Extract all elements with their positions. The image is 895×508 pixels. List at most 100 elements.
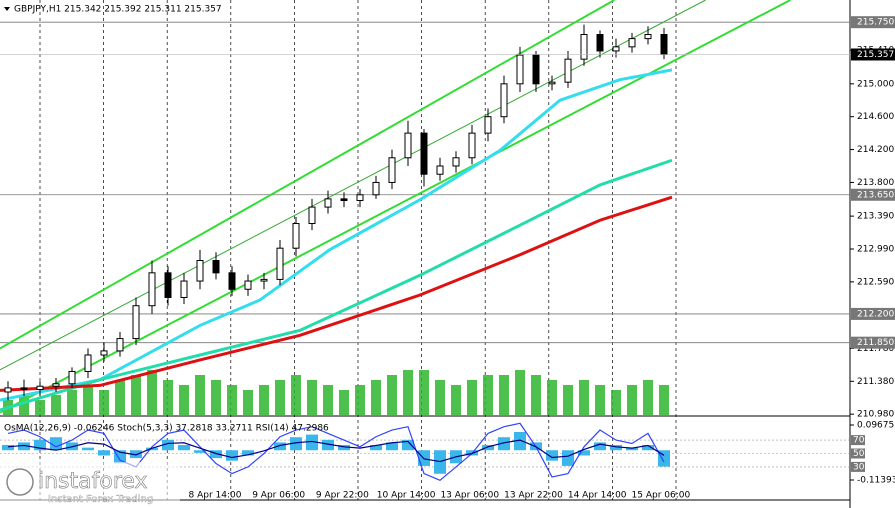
volume-bar xyxy=(563,385,573,415)
candle-body xyxy=(436,165,444,175)
logo: instaforex Instant Forex Trading xyxy=(0,462,180,508)
time-label: 13 Apr 06:00 xyxy=(440,491,499,501)
volume-bar xyxy=(387,375,397,415)
indicator-line xyxy=(0,68,673,402)
current-price-label: 215.357 xyxy=(857,50,894,60)
osma-bar xyxy=(114,450,126,464)
candle-body xyxy=(500,83,508,118)
price-tick-label: 214.600 xyxy=(857,112,894,122)
volume-bar xyxy=(355,385,365,415)
candle-body xyxy=(468,132,476,159)
indicator-title: OsMA(12,26,9) -0.06246 Stoch(5,3,3) 37.2… xyxy=(4,424,329,434)
candle-body xyxy=(132,305,140,340)
candle-body xyxy=(4,387,12,393)
rsi-line xyxy=(7,439,665,463)
candle-body xyxy=(52,383,60,387)
osma-bar xyxy=(546,450,558,461)
volume-bar xyxy=(419,370,429,415)
candle-body xyxy=(148,272,156,307)
volume-bar xyxy=(307,380,317,415)
volume-bar xyxy=(195,375,205,415)
candle-body xyxy=(484,116,492,134)
candle-body xyxy=(180,280,188,298)
candle-body xyxy=(516,54,524,85)
candle-body xyxy=(580,34,588,60)
osma-bar xyxy=(18,442,30,451)
volume-bar xyxy=(67,390,77,415)
candle-body xyxy=(628,38,636,48)
osma-bar xyxy=(338,445,350,451)
candle-body xyxy=(164,272,172,298)
candle-body xyxy=(260,278,268,282)
volume-bar xyxy=(259,385,269,415)
volume-bar xyxy=(131,375,141,415)
stoch-line xyxy=(7,422,665,481)
volume-bar xyxy=(51,395,61,415)
indicator-line xyxy=(0,195,673,392)
volume-bar xyxy=(83,385,93,415)
logo-backdrop xyxy=(0,462,180,508)
volume-bar xyxy=(147,370,157,415)
osma-bar xyxy=(98,450,110,456)
indicator-line xyxy=(0,0,615,350)
volume-bar xyxy=(339,390,349,415)
level-label: 212.200 xyxy=(857,309,894,319)
volume-bar xyxy=(243,390,253,415)
indicator-line xyxy=(0,0,791,414)
candle-body xyxy=(292,223,300,249)
osma-tick-label: 0.09675 xyxy=(857,421,894,431)
current-price-box xyxy=(851,48,895,61)
osma-bar xyxy=(178,445,190,451)
osma-bar xyxy=(322,439,334,451)
price-tick-label: 214.200 xyxy=(857,145,894,155)
time-label: 9 Apr 06:00 xyxy=(252,491,305,501)
volume-bar xyxy=(371,380,381,415)
volume-bar xyxy=(627,385,637,415)
candle-body xyxy=(420,132,428,175)
candle-body xyxy=(452,157,460,167)
volume-bar xyxy=(451,385,461,415)
osma-bar xyxy=(146,447,158,451)
osc-level-label: 30 xyxy=(853,462,865,472)
volume-bar xyxy=(499,375,509,415)
candle-body xyxy=(20,387,28,391)
osma-bar xyxy=(242,450,254,456)
osma-bar xyxy=(162,439,174,451)
price-tick-label: 211.380 xyxy=(857,377,894,387)
osma-bar xyxy=(2,445,14,451)
volume-bar xyxy=(403,370,413,415)
level-label: 215.750 xyxy=(857,18,894,28)
osma-bar xyxy=(402,439,414,451)
osma-bar xyxy=(210,450,222,459)
candle-body xyxy=(372,181,380,196)
candle-body xyxy=(596,34,604,52)
osc-level-label: 50 xyxy=(853,449,865,459)
volume-bar xyxy=(211,380,221,415)
price-tick-label: 213.390 xyxy=(857,212,894,222)
level-box xyxy=(851,16,895,29)
time-label: 10 Apr 14:00 xyxy=(377,491,436,501)
candle-body xyxy=(644,34,652,40)
osma-bar xyxy=(562,450,574,466)
candle-body xyxy=(356,194,364,202)
osma-bar xyxy=(194,450,206,453)
candle-body xyxy=(532,54,540,85)
candle-body xyxy=(388,157,396,183)
candle-body xyxy=(404,132,412,159)
osma-bar xyxy=(226,450,238,461)
time-grid xyxy=(39,0,677,500)
candle-body xyxy=(100,350,108,356)
osma-bar xyxy=(514,431,526,451)
volume-bar xyxy=(323,385,333,415)
volume-bar xyxy=(643,380,653,415)
candle-body xyxy=(228,272,236,290)
candle-body xyxy=(244,280,252,290)
volume-bar xyxy=(275,380,285,415)
candle-body xyxy=(340,198,348,202)
osma-bar xyxy=(578,450,590,456)
osma-bar xyxy=(482,445,494,451)
time-label: 13 Apr 22:00 xyxy=(504,491,563,501)
osma-bar xyxy=(642,445,654,451)
